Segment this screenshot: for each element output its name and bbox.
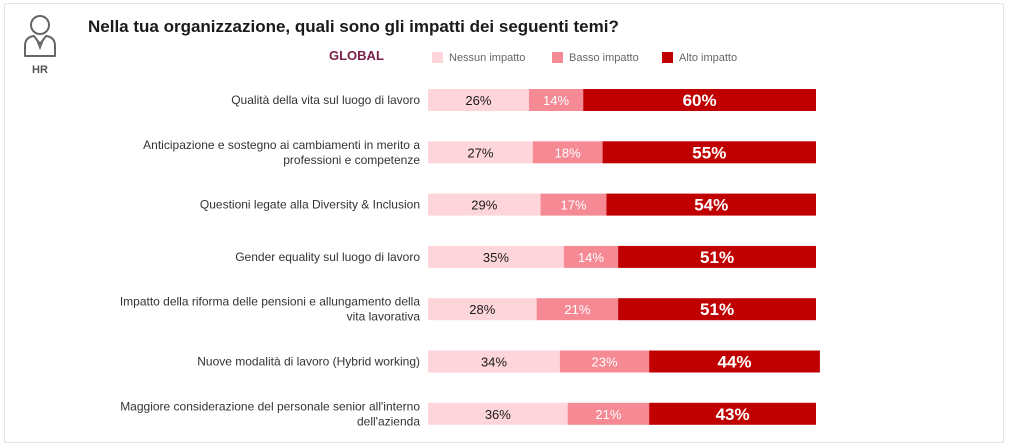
legend-swatch-nessun [432, 52, 443, 63]
bar-segment-basso [532, 141, 603, 164]
bar-segment-alto [583, 89, 816, 111]
category-label-line: vita lavorativa [347, 310, 421, 324]
bar-segment-alto [618, 245, 816, 268]
legend-label-alto: Alto impatto [679, 52, 738, 64]
category-label-line: Questioni legate alla Diversity & Inclus… [200, 198, 420, 212]
category-label: Gender equality sul luogo di lavoro [235, 250, 420, 264]
bar-segment-basso [559, 350, 650, 373]
category-label-line: Anticipazione e sostegno ai cambiamenti … [143, 138, 420, 152]
data-label-basso: 14% [578, 250, 604, 265]
person-icon [24, 15, 56, 57]
bar-row: Impatto della riforma delle pensioni e a… [120, 295, 816, 324]
legend-label-nessun: Nessun impatto [449, 52, 526, 64]
bar-segment-basso [528, 89, 584, 111]
data-label-alto: 51% [700, 300, 734, 319]
category-label: Maggiore considerazione del personale se… [120, 399, 420, 428]
data-label-alto: 54% [694, 196, 728, 215]
bar-segment-nessun [428, 298, 537, 321]
bar-segment-alto [606, 193, 816, 216]
legend-label-basso: Basso impatto [569, 52, 639, 64]
legend-swatch-basso [552, 52, 563, 63]
category-label-line: Qualità della vita sul luogo di lavoro [231, 93, 420, 107]
bar-segment-nessun [428, 402, 568, 425]
chart-title: Nella tua organizzazione, quali sono gli… [88, 17, 619, 36]
bar-segment-alto [602, 141, 816, 164]
category-label-line: Gender equality sul luogo di lavoro [235, 250, 420, 264]
data-label-basso: 21% [564, 302, 590, 317]
data-label-alto: 44% [718, 353, 752, 372]
data-label-basso: 14% [543, 93, 569, 108]
bar-row: Nuove modalità di lavoro (Hybrid working… [197, 350, 820, 373]
bar-segment-alto [618, 298, 816, 321]
bar-row: Questioni legate alla Diversity & Inclus… [200, 193, 816, 216]
data-label-basso: 21% [595, 407, 621, 422]
category-label: Nuove modalità di lavoro (Hybrid working… [197, 355, 420, 369]
data-label-basso: 17% [560, 198, 586, 213]
data-label-nessun: 36% [485, 407, 511, 422]
bar-segment-nessun [428, 193, 541, 216]
bar-segment-nessun [428, 245, 564, 268]
legend-swatch-alto [662, 52, 673, 63]
bar-segment-nessun [428, 89, 529, 111]
data-label-nessun: 27% [467, 145, 493, 160]
category-label-line: dell'azienda [357, 414, 420, 428]
category-label-line: professioni e competenze [283, 153, 420, 167]
category-label: Impatto della riforma delle pensioni e a… [120, 295, 421, 324]
bar-segment-basso [567, 402, 650, 425]
data-label-nessun: 28% [469, 302, 495, 317]
data-label-nessun: 34% [481, 355, 507, 370]
category-label-line: Nuove modalità di lavoro (Hybrid working… [197, 355, 420, 369]
category-label-line: Maggiore considerazione del personale se… [120, 399, 420, 413]
data-label-nessun: 35% [483, 250, 509, 265]
bar-segment-nessun [428, 141, 533, 164]
bar-segment-basso [536, 298, 619, 321]
card-frame [4, 3, 1004, 443]
data-label-basso: 23% [592, 355, 618, 370]
data-label-nessun: 26% [465, 93, 491, 108]
bar-row: Gender equality sul luogo di lavoro 35% 14… [235, 245, 816, 268]
bar-segment-basso [540, 193, 607, 216]
bar-row: Anticipazione e sostegno ai cambiamenti … [143, 138, 816, 167]
category-label: Anticipazione e sostegno ai cambiamenti … [143, 138, 420, 167]
bar-segment-alto [649, 402, 816, 425]
category-label: Questioni legate alla Diversity & Inclus… [200, 198, 420, 212]
hr-label: HR [32, 64, 48, 76]
bar-segment-alto [649, 350, 820, 373]
data-label-basso: 18% [555, 145, 581, 160]
data-label-nessun: 29% [471, 198, 497, 213]
data-label-alto: 55% [692, 143, 726, 162]
data-label-alto: 43% [716, 405, 750, 424]
bar-row: Maggiore considerazione del personale se… [120, 399, 816, 428]
data-label-alto: 60% [683, 91, 717, 110]
category-label: Qualità della vita sul luogo di lavoro [231, 93, 420, 107]
chart-subtitle: GLOBAL [329, 48, 384, 63]
bar-segment-nessun [428, 350, 560, 373]
category-label-line: Impatto della riforma delle pensioni e a… [120, 295, 421, 309]
bar-segment-basso [563, 245, 619, 268]
bar-row: Qualità della vita sul luogo di lavoro 26… [231, 89, 816, 111]
data-label-alto: 51% [700, 248, 734, 267]
